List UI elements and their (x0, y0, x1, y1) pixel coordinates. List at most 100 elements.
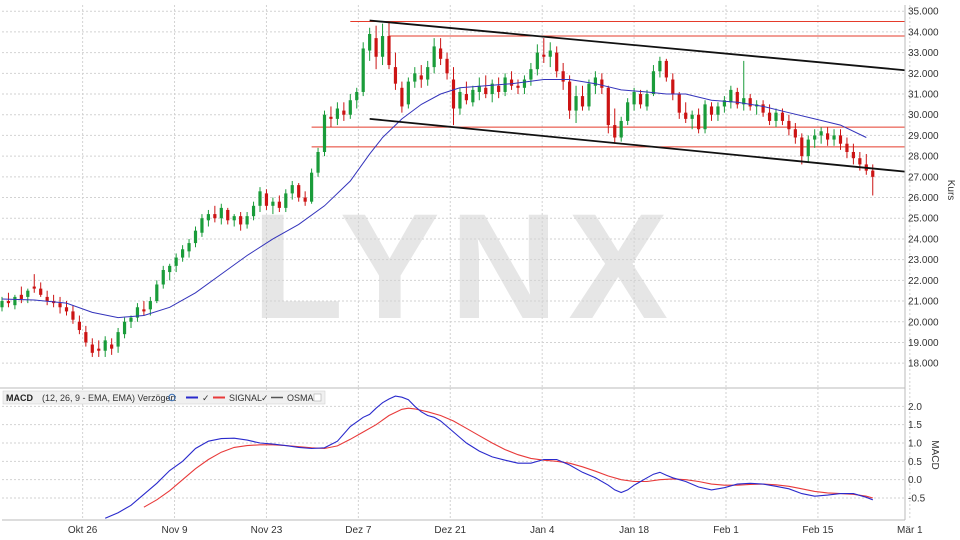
candle-body (348, 100, 352, 115)
checkmark-icon[interactable]: ✓ (202, 393, 210, 403)
candle-body (542, 54, 546, 57)
candle-body (290, 185, 294, 194)
candle-body (251, 205, 256, 217)
x-tick-label: Okt 26 (68, 525, 98, 536)
candle-body (64, 307, 69, 312)
x-tick-label: Mär 1 (897, 525, 923, 536)
candle-body (90, 344, 94, 353)
candle-body (780, 112, 785, 121)
candle-body (206, 214, 210, 221)
candle-body (303, 197, 307, 202)
candle-body (26, 290, 30, 297)
price-y-tick-label: 24.000 (908, 234, 939, 245)
candle-body (77, 321, 81, 331)
candle-body (329, 116, 333, 119)
candle-body (148, 301, 152, 310)
candle-body (626, 102, 630, 121)
candle-body (677, 94, 681, 113)
moving-average-line (1, 79, 867, 319)
candle-body (368, 33, 372, 51)
candle-body (122, 321, 127, 335)
price-y-tick-label: 27.000 (908, 172, 939, 183)
candle-body (851, 151, 855, 159)
candle-body (735, 91, 739, 105)
price-y-tick-label: 29.000 (908, 131, 939, 142)
candle-body (490, 83, 494, 95)
candle-body (722, 100, 726, 107)
candle-body (116, 332, 120, 347)
candle-body (697, 114, 701, 130)
candle-body (439, 48, 443, 59)
x-axis: Okt 26 Nov 9 Nov 23 Dez 7 Dez 21 Jan 4 Jan 18 F… (2, 5, 923, 536)
macd-legend-background (2, 390, 326, 405)
candle-body (671, 79, 675, 95)
candle-body (419, 75, 423, 80)
x-tick-label: Feb 15 (802, 525, 834, 536)
checkmark-icon[interactable]: ✓ (261, 393, 269, 403)
candle-body (213, 214, 217, 219)
candle-body (522, 79, 527, 88)
candle-body (226, 209, 230, 221)
candle-body (19, 294, 23, 299)
candle-body (619, 120, 623, 138)
candle-body (271, 201, 275, 206)
candle-body (503, 77, 507, 92)
candle-body (45, 296, 49, 302)
osma-checkbox[interactable] (313, 393, 322, 402)
price-y-tick-label: 18.000 (908, 359, 939, 370)
price-y-tick-label: 19.000 (908, 338, 939, 349)
macd-legend[interactable]: MACD (12, 26, 9 - EMA, EMA) Verzögert ✓ … (2, 390, 326, 405)
macd-series (104, 395, 873, 519)
x-tick-label: Jan 18 (619, 525, 649, 536)
candle-body (219, 207, 223, 219)
price-y-tick-label: 31.000 (908, 90, 939, 101)
candle-body (400, 87, 404, 107)
candle-body (555, 52, 559, 72)
candle-body (651, 71, 656, 95)
candle-body (813, 135, 817, 140)
candle-body (548, 50, 552, 57)
candle-body (871, 170, 875, 177)
candle-body (174, 257, 178, 266)
macd-y-axis: 2.0 1.5 1.0 0.5 0.0 -0.5 (908, 402, 926, 505)
candle-body (58, 303, 62, 308)
candle-body (297, 185, 301, 198)
candle-body (600, 79, 604, 88)
candle-body (632, 91, 636, 105)
candle-body (458, 91, 462, 109)
x-tick-label: Feb 1 (713, 525, 739, 536)
candle-body (322, 114, 327, 152)
candle-body (13, 296, 17, 306)
candle-body (451, 79, 456, 109)
macd-line (104, 395, 873, 519)
candle-body (838, 135, 843, 144)
candle-body (6, 301, 11, 304)
settings-icon[interactable] (168, 393, 176, 402)
signal-line (143, 407, 873, 508)
candle-body (606, 87, 610, 126)
candle-body (84, 332, 88, 343)
candle-body (393, 67, 398, 84)
candle-body (593, 77, 597, 86)
macd-axis-title: MACD (929, 440, 940, 469)
candle-body (658, 60, 662, 72)
price-y-tick-label: 22.000 (908, 276, 939, 287)
candle-body (742, 98, 746, 105)
candle-body (767, 112, 772, 121)
candle-body (426, 67, 430, 80)
price-y-tick-label: 33.000 (908, 48, 939, 59)
candle-body (509, 79, 514, 86)
price-y-tick-label: 20.000 (908, 317, 939, 328)
candle-body (574, 96, 578, 111)
candle-body (380, 36, 385, 57)
price-candles (0, 21, 875, 357)
candle-body (355, 91, 359, 101)
macd-y-tick-label: 2.0 (908, 402, 922, 413)
candle-body (245, 216, 249, 225)
price-y-tick-label: 23.000 (908, 255, 939, 266)
x-tick-label: Dez 21 (434, 525, 466, 536)
candle-body (568, 81, 572, 111)
price-y-tick-label: 34.000 (908, 27, 939, 38)
candle-body (110, 344, 114, 349)
